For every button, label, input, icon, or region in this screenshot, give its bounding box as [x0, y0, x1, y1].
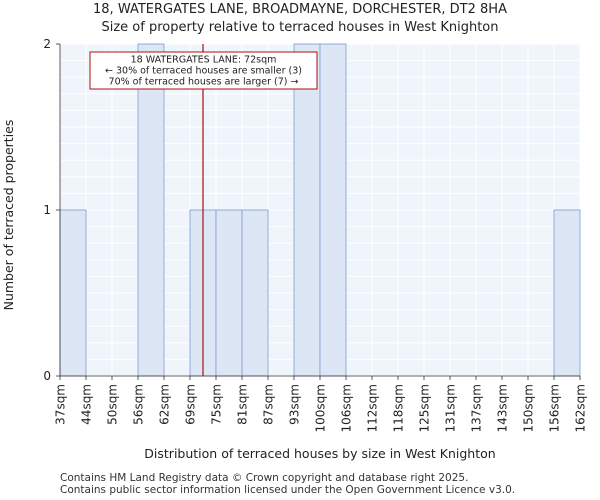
x-tick-label: 93sqm: [288, 384, 302, 425]
histogram-chart: 0 1 2 37sqm 44sqm 50sqm 56sqm 62sqm 69sqm 75sqm 81…: [1, 37, 588, 461]
x-tick-label: 100sqm: [314, 384, 328, 432]
attribution-footer: Contains HM Land Registry data © Crown c…: [60, 472, 515, 496]
x-tick-label: 62sqm: [158, 384, 172, 425]
annotation-larger: 70% of terraced houses are larger (7) →: [109, 77, 299, 88]
x-tick-label: 56sqm: [132, 384, 146, 425]
x-tick-label: 118sqm: [392, 384, 406, 432]
x-tick-label: 131sqm: [444, 384, 458, 432]
x-tick-label: 81sqm: [236, 384, 250, 425]
footer-line-1: Contains HM Land Registry data © Crown c…: [60, 472, 469, 484]
bars-layer: [59, 43, 581, 377]
y-tick-label: 1: [43, 203, 51, 217]
histogram-bar: [319, 43, 347, 377]
x-tick-label: 156sqm: [548, 384, 562, 432]
histogram-bar: [553, 209, 581, 377]
histogram-bar: [137, 43, 165, 377]
x-tick-label: 50sqm: [106, 384, 120, 425]
x-axis-label: Distribution of terraced houses by size …: [144, 446, 495, 461]
x-tick-label: 125sqm: [418, 384, 432, 432]
x-tick-label: 106sqm: [340, 384, 354, 432]
y-axis-label: Number of terraced properties: [1, 120, 16, 311]
histogram-bar: [59, 209, 87, 377]
histogram-bar: [241, 209, 269, 377]
y-tick-label: 2: [43, 37, 51, 51]
footer-line-2: Contains public sector information licen…: [60, 484, 516, 496]
x-tick-label: 143sqm: [496, 384, 510, 432]
x-tick-label: 112sqm: [366, 384, 380, 432]
chart-subtitle: Size of property relative to terraced ho…: [101, 20, 499, 35]
axes-layer: 0 1 2 37sqm 44sqm 50sqm 56sqm 62sqm 69sqm 75sqm 81…: [43, 37, 587, 432]
x-tick-label: 87sqm: [262, 384, 276, 425]
histogram-bar: [293, 43, 321, 377]
x-tick-label: 137sqm: [470, 384, 484, 432]
x-tick-label: 44sqm: [80, 384, 94, 425]
chart-title: 18, WATERGATES LANE, BROADMAYNE, DORCHES…: [93, 2, 507, 17]
annotation-title: 18 WATERGATES LANE: 72sqm: [131, 55, 277, 66]
marker-layer: 18 WATERGATES LANE: 72sqm← 30% of terrac…: [89, 44, 318, 376]
x-tick-label: 75sqm: [210, 384, 224, 425]
histogram-bar: [215, 209, 243, 377]
x-tick-label: 150sqm: [522, 384, 536, 432]
x-tick-label: 37sqm: [54, 384, 68, 425]
x-tick-label: 69sqm: [184, 384, 198, 425]
y-tick-label: 0: [43, 369, 51, 383]
annotation-smaller: ← 30% of terraced houses are smaller (3): [105, 66, 302, 77]
x-tick-label: 162sqm: [574, 384, 588, 432]
chart-title-block: 18, WATERGATES LANE, BROADMAYNE, DORCHES…: [0, 1, 600, 37]
annotation-box: [89, 51, 318, 90]
